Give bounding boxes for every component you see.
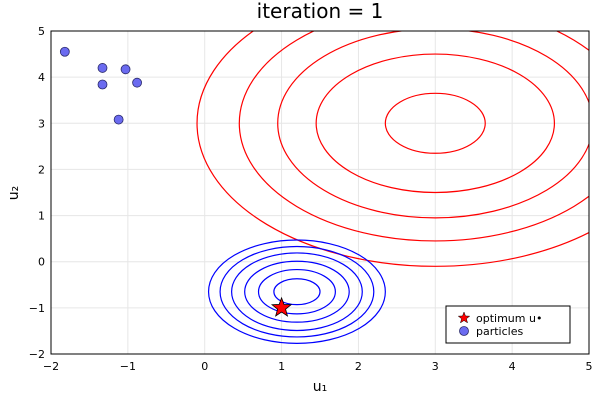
y-tick-label: 4 bbox=[38, 71, 45, 84]
x-tick-label: −1 bbox=[120, 360, 136, 373]
x-tick-label: 4 bbox=[509, 360, 516, 373]
x-tick-label: 2 bbox=[355, 360, 362, 373]
plot-frame bbox=[50, 30, 590, 355]
red-contour-line bbox=[315, 53, 556, 194]
blue-contour-line bbox=[257, 268, 336, 315]
particle-point bbox=[97, 63, 108, 73]
red-contour-line bbox=[196, 31, 589, 267]
legend-circle-swatch bbox=[459, 326, 469, 336]
x-tick-label: 0 bbox=[201, 360, 208, 373]
red-contour-line bbox=[384, 92, 486, 154]
y-axis-label: u₂ bbox=[6, 186, 22, 201]
legend-label: particles bbox=[476, 325, 523, 338]
tick-labels: −2 −1 0 1 2 3 4 5 −2 −1 0 1 2 3 4 5 bbox=[29, 25, 593, 373]
legend-box bbox=[445, 305, 571, 344]
x-tick-label: 3 bbox=[432, 360, 439, 373]
legend: optimum u•particles bbox=[445, 305, 571, 344]
y-tick-label: 5 bbox=[38, 25, 45, 38]
y-tick-label: 3 bbox=[38, 117, 45, 130]
y-tick-label: −1 bbox=[29, 302, 45, 315]
legend-label: optimum u• bbox=[476, 312, 542, 325]
particle-point bbox=[120, 64, 131, 75]
chart-title: iteration = 1 bbox=[257, 0, 384, 23]
x-tick-label: 1 bbox=[278, 360, 285, 373]
x-axis-label: u₁ bbox=[313, 379, 328, 395]
marker-layer bbox=[59, 46, 293, 317]
blue-contour-line bbox=[231, 252, 363, 332]
y-tick-label: 2 bbox=[38, 163, 45, 176]
x-tick-label: 5 bbox=[586, 360, 593, 373]
particle-point bbox=[132, 77, 142, 88]
particle-point bbox=[97, 79, 108, 90]
legend-star-swatch bbox=[457, 311, 471, 324]
particle-point bbox=[113, 114, 124, 125]
contour-layer bbox=[196, 31, 589, 344]
red-contour-line bbox=[277, 31, 589, 219]
particle-point bbox=[59, 46, 70, 57]
blue-contour-line bbox=[273, 278, 321, 306]
blue-contour-line bbox=[244, 260, 350, 323]
x-tick-label: −2 bbox=[43, 360, 59, 373]
blue-contour-line bbox=[207, 239, 386, 344]
y-tick-label: −2 bbox=[29, 348, 45, 361]
y-tick-label: 1 bbox=[38, 210, 45, 223]
red-contour-line bbox=[238, 31, 589, 242]
optimum-star bbox=[270, 296, 293, 317]
y-tick-label: 0 bbox=[38, 256, 45, 269]
blue-contour-line bbox=[219, 245, 375, 338]
